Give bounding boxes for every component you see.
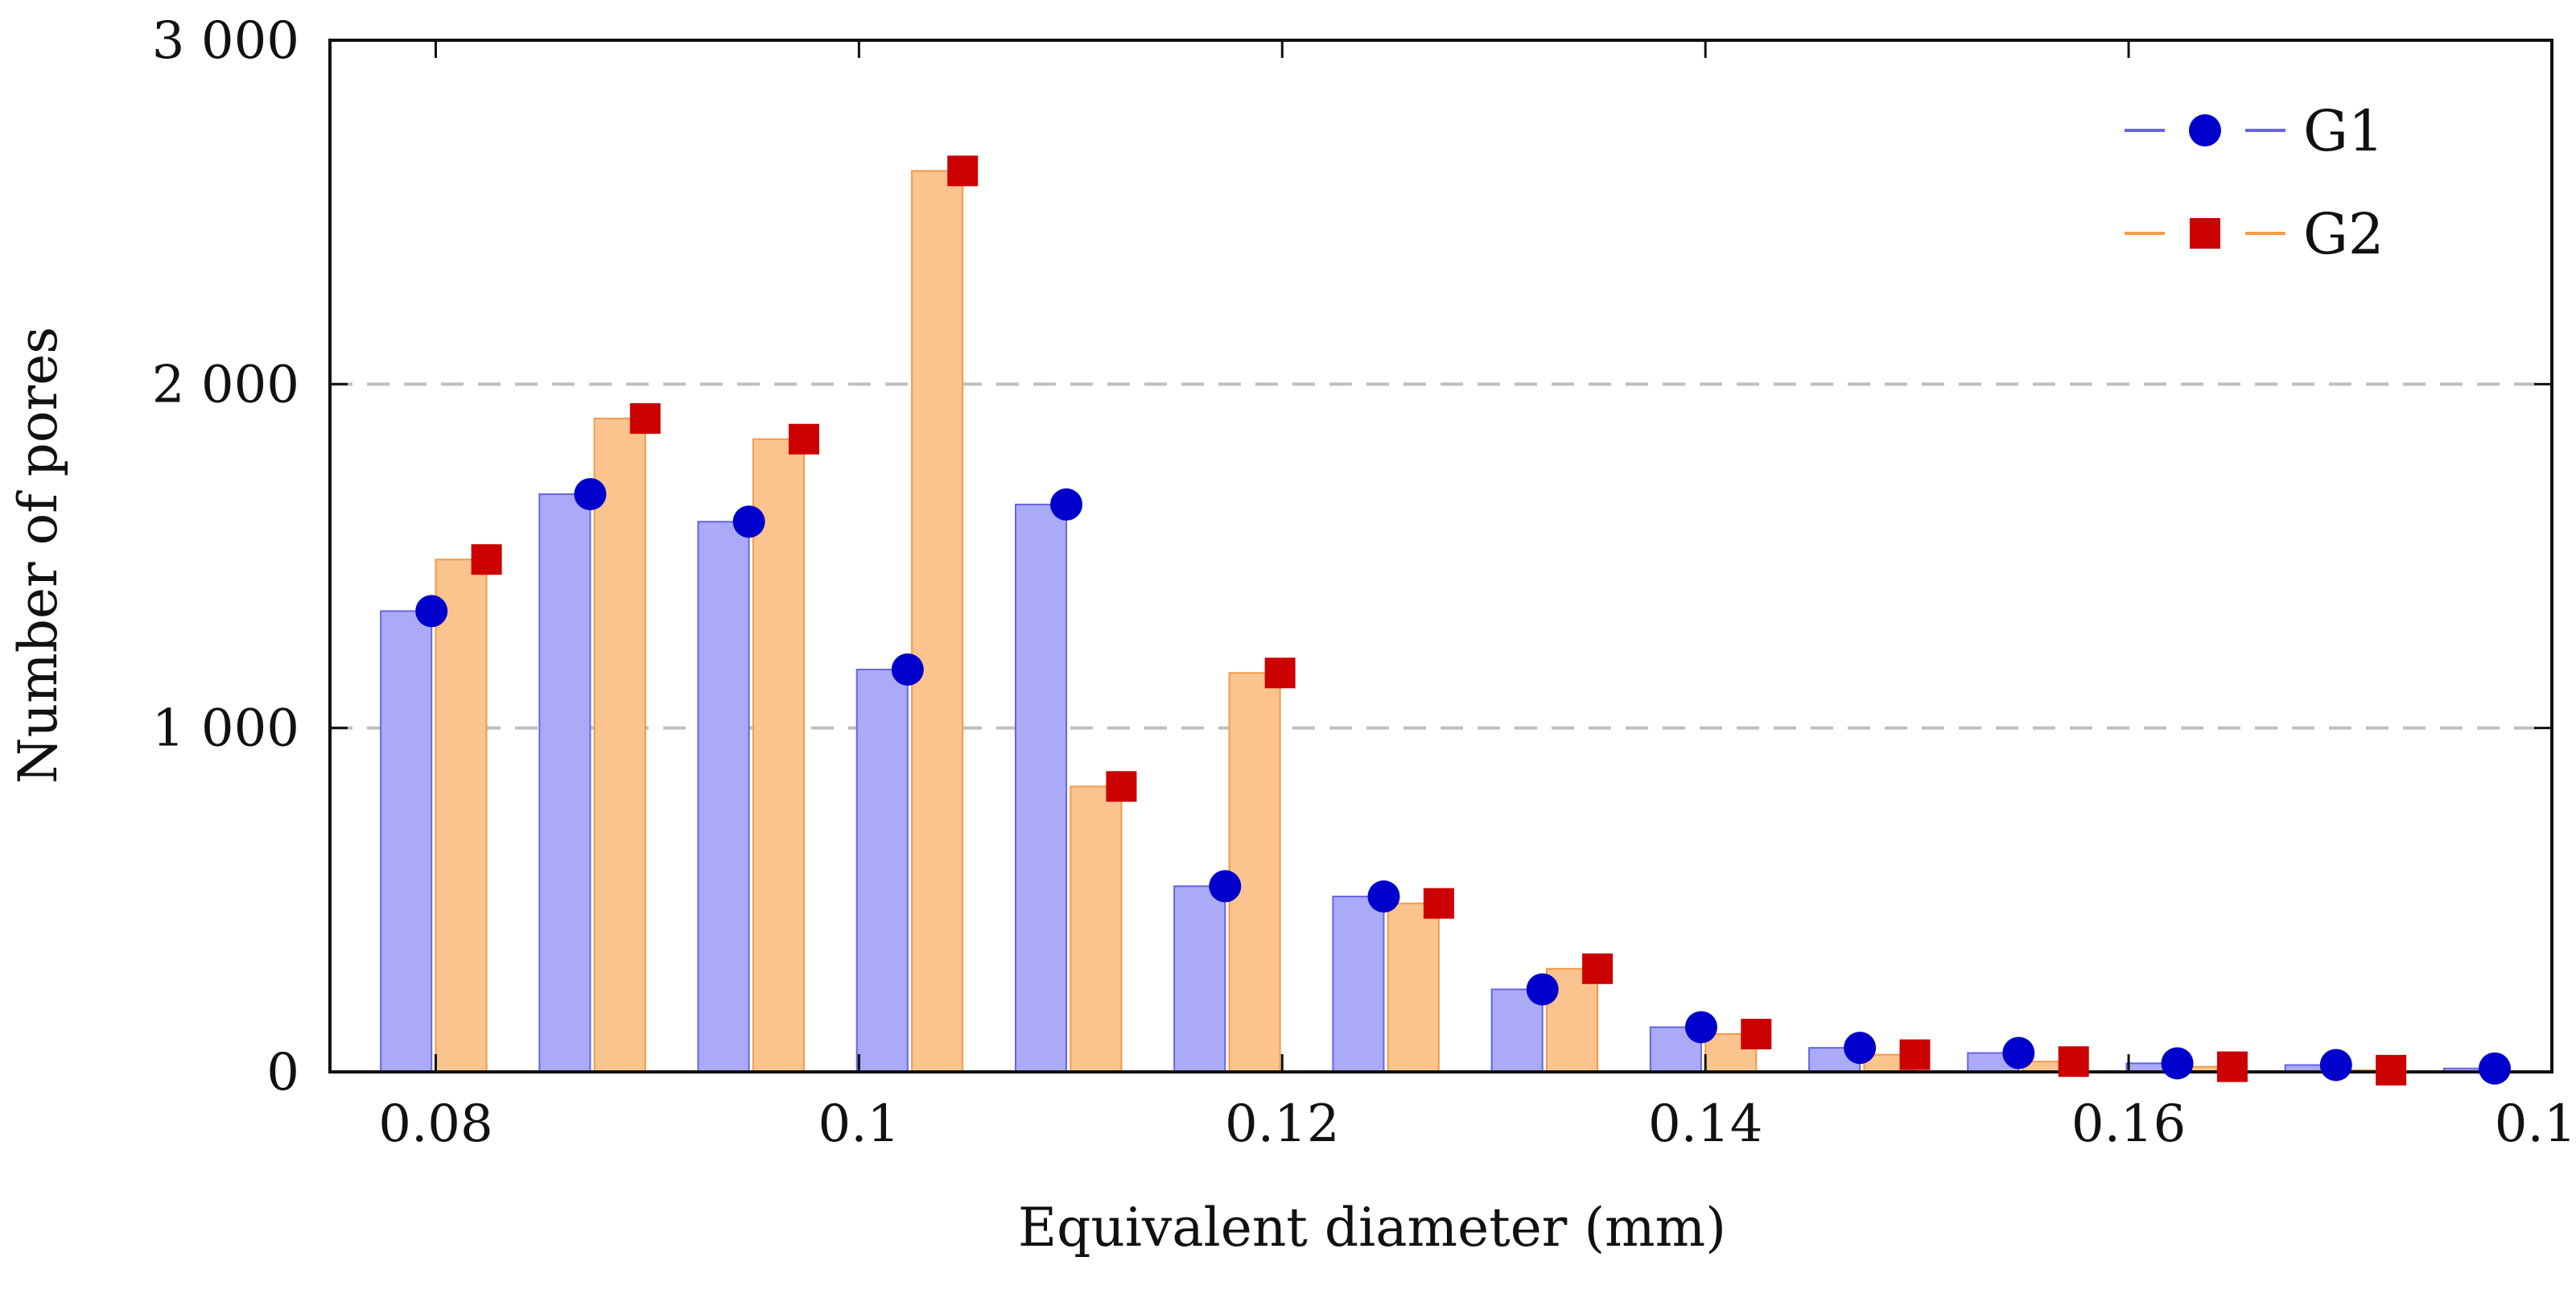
marker-g2 bbox=[2376, 1054, 2407, 1086]
marker-g1 bbox=[891, 653, 924, 686]
bar-g1 bbox=[538, 493, 591, 1073]
bar-g1 bbox=[1332, 896, 1385, 1074]
bar-g2 bbox=[593, 418, 646, 1073]
marker-g2 bbox=[1741, 1018, 1772, 1049]
bar-g2 bbox=[1070, 785, 1123, 1074]
x-tick-label: 0.14 bbox=[1648, 1094, 1763, 1154]
marker-g1 bbox=[1209, 870, 1242, 903]
bar-g2 bbox=[1387, 902, 1440, 1074]
bar-g2 bbox=[911, 170, 964, 1073]
bar-g1 bbox=[1490, 988, 1544, 1073]
legend-marker-g2 bbox=[2190, 218, 2220, 249]
x-tick-label: 0.16 bbox=[2071, 1094, 2187, 1154]
marker-g1 bbox=[1844, 1032, 1877, 1065]
marker-g2 bbox=[947, 155, 979, 187]
axes bbox=[328, 39, 2553, 1074]
marker-g1 bbox=[2161, 1047, 2194, 1080]
marker-g1 bbox=[2479, 1052, 2512, 1085]
marker-g2 bbox=[471, 544, 502, 575]
bar-g2 bbox=[1228, 672, 1281, 1073]
x-axis-title: Equivalent diameter (mm) bbox=[1018, 1197, 1726, 1259]
x-tick-label: 0.08 bbox=[378, 1094, 493, 1154]
marker-g1 bbox=[1684, 1011, 1717, 1044]
marker-g1 bbox=[1367, 880, 1400, 913]
marker-g2 bbox=[1582, 953, 1614, 984]
bar-g2 bbox=[435, 558, 488, 1073]
bars bbox=[380, 170, 2496, 1074]
marker-g1 bbox=[2002, 1036, 2035, 1069]
bar-g1 bbox=[697, 521, 750, 1073]
marker-g2 bbox=[2216, 1051, 2248, 1082]
marker-g1 bbox=[1050, 488, 1083, 521]
y-tick-label: 2 000 bbox=[152, 355, 299, 414]
bar-g1 bbox=[380, 610, 433, 1073]
marker-g1 bbox=[415, 595, 448, 628]
y-tick-label: 1 000 bbox=[152, 699, 299, 759]
legend-marker-g1 bbox=[2189, 114, 2221, 146]
bar-g1 bbox=[1014, 503, 1068, 1073]
marker-g2 bbox=[789, 423, 820, 455]
legend-label-g2: G2 bbox=[2303, 201, 2384, 267]
marker-g2 bbox=[1106, 771, 1137, 802]
tick-labels: 0.08 0.1 0.12 0.14 0.16 0.18 0 1 000 2 000 3 000 bbox=[152, 11, 2576, 1154]
legend-label-g1: G1 bbox=[2303, 98, 2384, 164]
y-tick-label: 3 000 bbox=[152, 11, 299, 71]
markers bbox=[415, 155, 2512, 1086]
x-tick-label: 0.1 bbox=[818, 1094, 900, 1154]
x-tick-label: 0.12 bbox=[1225, 1094, 1340, 1154]
plot-frame bbox=[328, 39, 2553, 1074]
bar-g1 bbox=[855, 669, 909, 1074]
marker-g1 bbox=[574, 478, 607, 511]
marker-g1 bbox=[1526, 973, 1559, 1006]
y-tick-label: 0 bbox=[266, 1043, 299, 1102]
x-tick-label: 0.18 bbox=[2495, 1094, 2576, 1154]
bar-g2 bbox=[752, 438, 806, 1073]
bar-g1 bbox=[1173, 885, 1226, 1073]
marker-g2 bbox=[1423, 888, 1454, 919]
marker-g2 bbox=[1899, 1039, 1931, 1070]
marker-g2 bbox=[2058, 1046, 2089, 1078]
marker-g1 bbox=[2319, 1049, 2352, 1082]
y-axis-title: Number of pores bbox=[7, 327, 69, 784]
marker-g2 bbox=[629, 403, 661, 435]
marker-g2 bbox=[1264, 657, 1296, 689]
marker-g1 bbox=[732, 505, 765, 538]
legend: G1 G2 bbox=[2125, 98, 2384, 267]
